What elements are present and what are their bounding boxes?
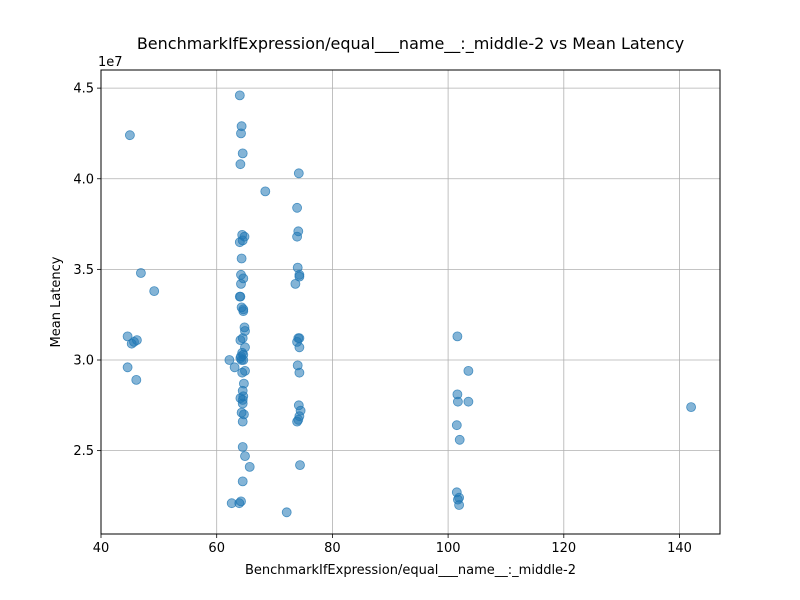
data-point xyxy=(281,507,292,518)
data-point xyxy=(237,367,248,378)
data-point xyxy=(454,434,465,445)
data-point xyxy=(463,396,474,407)
data-point xyxy=(135,268,146,278)
data-point xyxy=(226,498,237,509)
data-point xyxy=(237,398,248,409)
data-point xyxy=(235,335,246,346)
data-point xyxy=(236,407,247,418)
data-point xyxy=(452,331,463,342)
data-point xyxy=(124,130,135,141)
data-point xyxy=(293,168,304,179)
data-point xyxy=(290,278,301,289)
plot-frame xyxy=(100,69,721,535)
x-tick-label: 120 xyxy=(551,541,576,556)
data-point xyxy=(260,186,271,197)
data-point xyxy=(235,291,246,302)
data-point xyxy=(463,365,474,376)
y-axis-label: Mean Latency xyxy=(49,256,64,347)
data-point xyxy=(235,159,246,170)
data-point xyxy=(131,374,142,385)
axis-ticks: 40 60 80 100 120 140 2.5 3.0 3.5 4.0 4.5 xyxy=(73,82,692,556)
data-point xyxy=(236,253,247,264)
y-tick-label: 3.0 xyxy=(73,354,94,369)
x-axis-label: BenchmarkIfExpression/equal___name__:_mi… xyxy=(245,563,576,578)
data-point xyxy=(294,367,305,378)
data-point xyxy=(149,286,160,297)
data-point xyxy=(236,278,246,289)
x-tick-label: 60 xyxy=(208,541,225,556)
data-point xyxy=(237,416,248,427)
y-tick-label: 3.5 xyxy=(73,263,94,278)
data-point xyxy=(292,416,303,427)
data-point xyxy=(237,442,248,452)
data-point xyxy=(292,231,303,242)
data-point xyxy=(240,451,250,462)
y-tick-label: 2.5 xyxy=(73,444,94,459)
data-point xyxy=(122,331,133,342)
data-point xyxy=(122,362,133,373)
x-tick-label: 100 xyxy=(436,541,461,556)
y-axis-offset-label: 1e7 xyxy=(98,55,123,70)
data-point xyxy=(295,460,305,471)
x-tick-label: 140 xyxy=(667,541,692,556)
data-point xyxy=(234,90,245,101)
data-point xyxy=(237,148,248,159)
data-point xyxy=(234,237,245,248)
data-point xyxy=(237,476,248,487)
data-point xyxy=(236,128,246,139)
chart-title: BenchmarkIfExpression/equal___name__:_mi… xyxy=(137,34,684,54)
data-point xyxy=(229,362,240,373)
data-point xyxy=(235,353,246,364)
data-point xyxy=(238,306,249,317)
x-tick-label: 40 xyxy=(93,541,110,556)
y-tick-label: 4.0 xyxy=(73,172,94,187)
data-point xyxy=(244,461,255,472)
y-tick-label: 4.5 xyxy=(73,82,94,97)
data-point xyxy=(454,500,465,510)
grid-lines xyxy=(100,70,720,534)
data-point xyxy=(452,396,463,407)
data-point xyxy=(294,342,305,353)
data-point xyxy=(131,335,142,346)
data-points xyxy=(122,90,696,518)
x-tick-label: 80 xyxy=(324,541,341,556)
data-point xyxy=(292,202,303,213)
data-point xyxy=(451,420,462,431)
data-point xyxy=(224,355,235,365)
data-point xyxy=(686,402,696,413)
